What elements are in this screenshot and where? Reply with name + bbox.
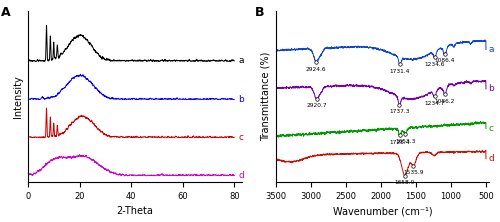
- Text: 1535.9: 1535.9: [403, 170, 423, 175]
- Text: 1086.2: 1086.2: [434, 99, 455, 104]
- Text: 1653.3: 1653.3: [395, 139, 415, 144]
- Text: 1737.3: 1737.3: [389, 109, 409, 114]
- Text: A: A: [0, 6, 10, 19]
- X-axis label: 2-Theta: 2-Theta: [116, 206, 154, 216]
- Y-axis label: Intensity: Intensity: [13, 75, 23, 118]
- Text: 1086.4: 1086.4: [434, 58, 455, 63]
- Text: 1234.7: 1234.7: [424, 101, 445, 106]
- X-axis label: Wavenumber (cm⁻¹): Wavenumber (cm⁻¹): [333, 206, 432, 216]
- Text: a: a: [238, 56, 244, 65]
- Text: B: B: [254, 6, 264, 19]
- Text: 1234.6: 1234.6: [424, 62, 444, 67]
- Text: 2920.7: 2920.7: [306, 103, 327, 108]
- Y-axis label: Transmittance (%): Transmittance (%): [260, 52, 270, 141]
- Text: a: a: [488, 45, 494, 54]
- Text: d: d: [238, 171, 244, 180]
- Text: 2924.6: 2924.6: [306, 67, 326, 71]
- Text: c: c: [488, 124, 493, 133]
- Text: 1731.4: 1731.4: [390, 69, 410, 74]
- Text: 1728.4: 1728.4: [390, 140, 410, 145]
- Text: c: c: [238, 133, 243, 142]
- Text: b: b: [238, 95, 244, 104]
- Text: 1658.0: 1658.0: [394, 180, 415, 185]
- Text: d: d: [488, 154, 494, 163]
- Text: b: b: [488, 84, 494, 93]
